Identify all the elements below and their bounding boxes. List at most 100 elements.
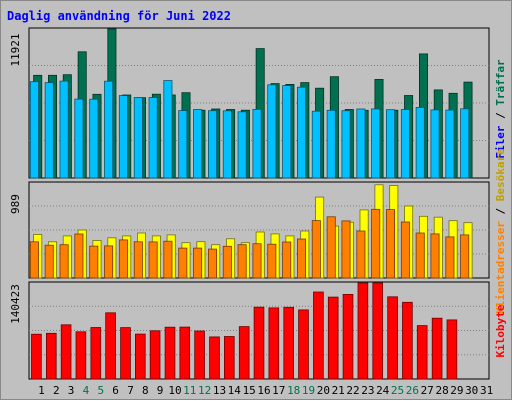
day-label-23: 23: [361, 384, 374, 397]
sites-bar-day-13: [207, 248, 217, 279]
legend-separator: /: [494, 207, 507, 214]
kbytes-bar-day-9: [149, 330, 161, 380]
files-bar-day-9: [148, 97, 158, 179]
legend-sites-visits: Klientadresser / Besökare: [494, 148, 507, 314]
files-bar-day-22: [341, 110, 351, 179]
day-label-25: 25: [391, 384, 404, 397]
kbytes-bar-day-14: [223, 336, 235, 380]
files-bar-day-30: [460, 108, 470, 179]
day-label-24: 24: [376, 384, 390, 397]
files-bar-day-8: [133, 97, 143, 179]
day-label-21: 21: [332, 384, 345, 397]
sites-bar-day-20: [311, 220, 321, 279]
day-label-18: 18: [287, 384, 300, 397]
day-label-16: 16: [257, 384, 270, 397]
kbytes-bar-day-28: [431, 317, 443, 380]
sites-bar-day-18: [282, 241, 292, 279]
sites-bar-day-19: [296, 238, 306, 279]
sites-bar-day-29: [445, 236, 455, 279]
files-bar-day-27: [415, 107, 425, 179]
files-bar-day-26: [400, 109, 410, 179]
legend-hits-files: Filer / Träffar: [494, 59, 507, 159]
day-label-6: 6: [112, 384, 119, 397]
sites-bar-day-8: [133, 241, 143, 279]
sites-bar-day-4: [74, 233, 84, 279]
kbytes-bar-day-4: [75, 331, 87, 380]
sites-bar-day-30: [460, 234, 470, 279]
kbytes-bar-day-27: [416, 325, 428, 380]
files-bar-day-4: [74, 98, 84, 179]
files-bar-day-18: [282, 85, 292, 179]
files-bar-day-21: [326, 109, 336, 179]
kbytes-bar-day-6: [105, 312, 116, 380]
day-label-5: 5: [97, 384, 104, 397]
chart-title: Daglig användning för Juni 2022: [7, 9, 231, 23]
day-label-20: 20: [317, 384, 330, 397]
files-bar-day-25: [385, 109, 395, 179]
files-bar-day-16: [252, 109, 262, 179]
day-label-1: 1: [38, 384, 45, 397]
day-label-14: 14: [228, 384, 242, 397]
files-bar-day-20: [311, 110, 321, 179]
kbytes-bar-day-1: [31, 333, 42, 380]
files-bar-day-6: [104, 80, 114, 179]
kbytes-bar-day-15: [238, 326, 250, 380]
sites-bar-day-23: [356, 230, 366, 279]
sites-bar-day-6: [104, 245, 114, 279]
day-label-15: 15: [243, 384, 256, 397]
kbytes-bar-day-5: [90, 327, 102, 380]
kbytes-bar-day-25: [387, 296, 398, 380]
kbytes-bar-day-13: [209, 336, 220, 380]
legend-hits-label: Träffar: [494, 59, 507, 106]
sites-bar-day-17: [267, 243, 277, 279]
files-bar-day-28: [430, 109, 440, 179]
kbytes-bar-day-12: [194, 330, 205, 380]
sites-bar-day-12: [193, 247, 203, 279]
sites-bar-day-26: [400, 221, 410, 279]
kbytes-bar-day-11: [179, 326, 191, 380]
kbytes-bar-day-29: [446, 319, 458, 380]
legend-sites-label: Klientadresser: [494, 221, 507, 314]
day-label-29: 29: [450, 384, 463, 397]
day-label-2: 2: [53, 384, 60, 397]
files-bar-day-7: [118, 95, 128, 179]
kbytes-bar-day-22: [342, 293, 354, 380]
day-label-31: 31: [480, 384, 493, 397]
kbytes-bar-day-10: [164, 326, 176, 380]
files-bar-day-14: [222, 110, 232, 179]
kbytes-bar-day-19: [298, 309, 309, 380]
files-bar-day-1: [29, 81, 39, 179]
files-bar-day-3: [59, 80, 69, 179]
kbytes-bar-day-26: [402, 301, 413, 380]
files-bar-day-12: [193, 109, 203, 179]
panel-kbytes: 140423: [9, 281, 490, 380]
sites-bar-day-3: [59, 244, 69, 279]
kbytes-bar-day-17: [268, 307, 280, 380]
kbytes-bar-day-21: [327, 296, 339, 380]
day-label-27: 27: [421, 384, 434, 397]
sites-bar-day-5: [89, 245, 99, 279]
sites-bar-day-11: [178, 247, 188, 279]
files-bar-day-2: [44, 82, 54, 179]
panel-visits_sites: 989: [9, 181, 490, 279]
day-label-22: 22: [346, 384, 359, 397]
day-label-13: 13: [213, 384, 226, 397]
day-label-12: 12: [198, 384, 211, 397]
sites-bar-day-24: [371, 208, 381, 279]
day-label-28: 28: [435, 384, 448, 397]
sites-bar-day-9: [148, 241, 158, 279]
day-label-3: 3: [68, 384, 75, 397]
legend-files-label: Filer: [494, 125, 507, 158]
day-label-10: 10: [168, 384, 181, 397]
kbytes-bar-day-23: [357, 282, 369, 380]
day-label-7: 7: [127, 384, 134, 397]
kbytes-bar-day-18: [283, 306, 294, 380]
sites-bar-day-16: [252, 243, 262, 279]
sites-bar-day-21: [326, 216, 336, 279]
legend-visits-label: Besökare: [494, 148, 507, 201]
sites-bar-day-15: [237, 244, 247, 279]
sites-bar-day-1: [29, 241, 39, 279]
day-label-11: 11: [183, 384, 196, 397]
sites-bar-day-22: [341, 220, 351, 279]
